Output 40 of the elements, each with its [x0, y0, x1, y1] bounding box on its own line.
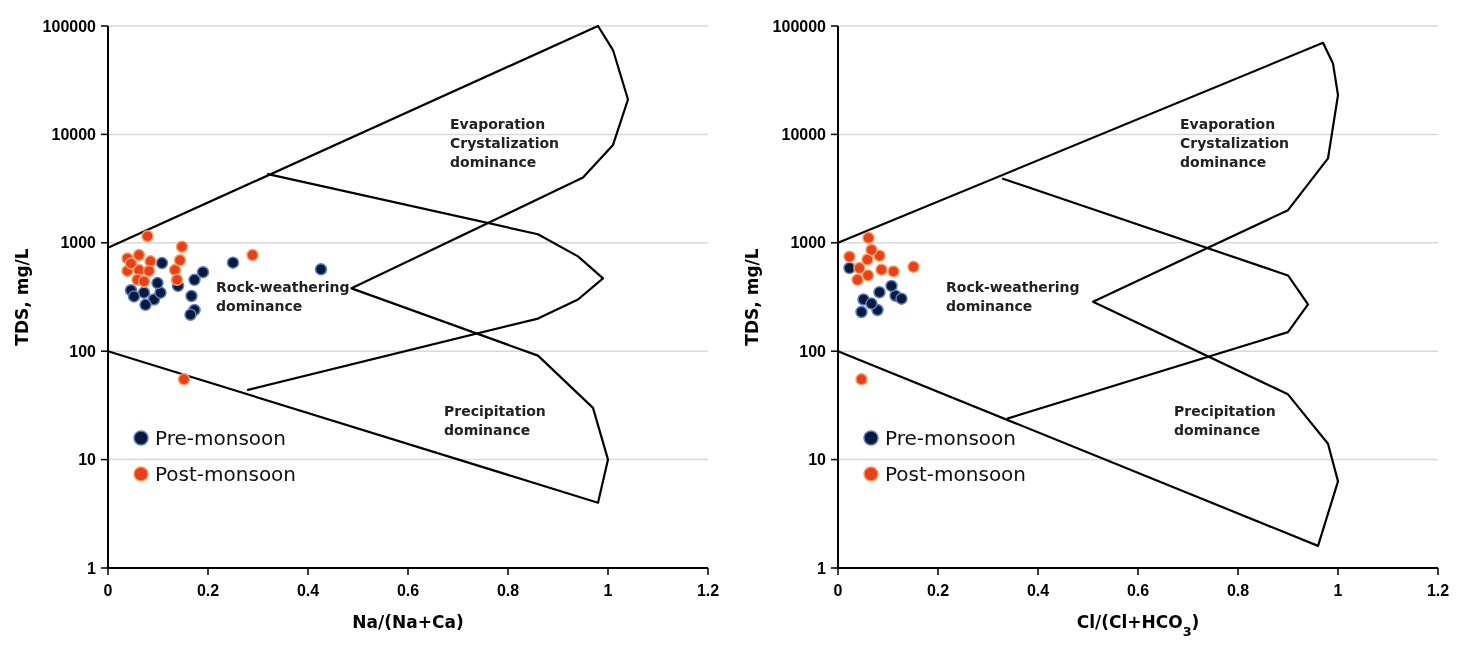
x-tick-label: 1	[1333, 582, 1343, 599]
x-tick-label: 0.4	[296, 582, 320, 599]
y-tick-label: 1	[87, 559, 97, 577]
x-tick-label: 1.2	[696, 582, 720, 599]
x-tick-label: 0.6	[396, 582, 420, 599]
x-tick-label: 0.4	[1026, 582, 1050, 599]
x-tick-label: 0.8	[1226, 582, 1250, 599]
x-tick-label: 1	[603, 582, 613, 599]
annotation: Rock-weathering dominance	[946, 278, 1080, 314]
legend-label: Post-monsoon	[155, 462, 297, 486]
x-tick-label: 0.8	[496, 582, 520, 599]
x-tick-label: 0.2	[196, 582, 220, 599]
y-tick-label: 10000	[51, 126, 97, 143]
y-tick-label: 100	[69, 342, 97, 360]
y-tick-label: 10	[78, 451, 97, 469]
x-axis-title: Na/(Na+Ca)	[352, 612, 464, 632]
y-tick-label: 10	[808, 451, 827, 469]
y-tick-label: 1000	[60, 234, 97, 252]
x-tick-label: 0	[833, 582, 843, 599]
annotation: Evaporation Crystalization dominance	[1180, 115, 1290, 170]
x-tick-label: 0	[103, 582, 113, 599]
y-tick-label: 1000	[790, 234, 827, 252]
y-tick-label: 1	[817, 559, 827, 577]
x-tick-label: 0.2	[926, 582, 950, 599]
y-axis-title: TDS, mg/L	[742, 248, 762, 346]
x-tick-label: 1.2	[1426, 582, 1450, 599]
y-tick-label: 100000	[772, 17, 827, 35]
y-tick-label: 100	[799, 342, 827, 360]
legend-label: Post-monsoon	[885, 462, 1027, 486]
y-tick-label: 100000	[42, 17, 97, 35]
annotation: Precipitation dominance	[444, 403, 546, 439]
legend-label: Pre-monsoon	[885, 426, 1016, 450]
annotation: Precipitation dominance	[1174, 403, 1276, 439]
y-axis-title: TDS, mg/L	[12, 248, 32, 346]
legend-label: Pre-monsoon	[155, 426, 286, 450]
y-tick-label: 10000	[781, 126, 827, 143]
annotation: Evaporation Crystalization dominance	[450, 115, 560, 170]
annotation: Rock-weathering dominance	[216, 278, 350, 314]
x-tick-label: 0.6	[1126, 582, 1150, 599]
x-axis-title: Cl/(Cl+HCO$_{3}$)	[1076, 612, 1200, 639]
